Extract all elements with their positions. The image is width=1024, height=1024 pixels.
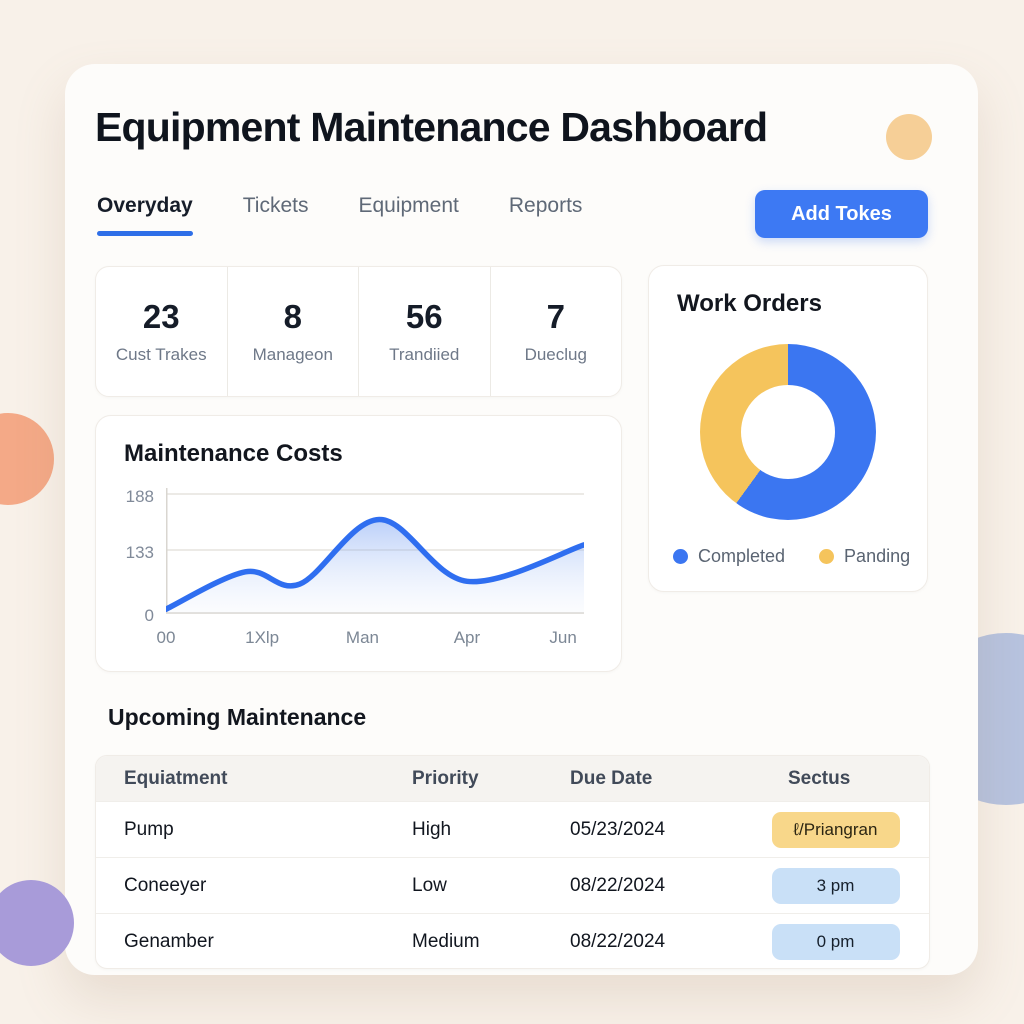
x-axis-tick: 1Xlp [245,628,280,647]
maintenance-costs-card: Maintenance Costs 188 133 0 00 1Xlp Man … [95,415,622,672]
status-badge[interactable]: 3 pm [771,867,900,904]
x-axis: 00 1Xlp Man Apr Jun [157,628,584,650]
work-orders-title: Work Orders [677,290,822,317]
y-axis-tick: 133 [125,543,154,562]
decor-circle-orange [886,114,932,160]
table-row[interactable]: Pump High 05/23/2024 ℓ/Priangran [96,801,929,857]
stat-label: Manageon [252,345,333,364]
equipment-cell: Pump [124,818,174,840]
upcoming-maintenance-table: Equiatment Priority Due Date Sectus Pump… [95,755,930,969]
work-orders-card: Work Orders Completed Panding [648,265,928,592]
equipment-cell: Coneeyer [124,874,207,896]
add-tokes-button[interactable]: Add Tokes [755,190,928,238]
tab-overyday[interactable]: Overyday [97,194,193,236]
decor-circle-purple [0,880,74,966]
priority-cell: Low [412,874,447,896]
cost-area-fill [166,519,584,613]
dashboard-card: Equipment Maintenance Dashboard Overyday… [65,64,978,975]
stats-strip: 23 Cust Trakes 8 Manageon 56 Trandiied 7… [95,266,622,397]
x-axis-tick: 00 [156,628,176,647]
tab-reports[interactable]: Reports [508,194,583,217]
column-header-priority: Priority [412,767,479,789]
tab-equipment[interactable]: Equipment [358,194,459,217]
due-date-cell: 08/22/2024 [570,874,666,896]
tab-tickets[interactable]: Tickets [242,194,309,217]
equipment-cell: Genamber [124,930,214,952]
work-orders-donut [700,344,876,520]
stat-value: 56 [405,298,443,335]
stat-card: 7 Dueclug [489,267,622,396]
legend-item-completed: Completed [673,546,785,567]
priority-cell: Medium [412,930,480,952]
status-cell: 0 pm [756,923,929,960]
x-axis-tick: Apr [453,628,481,647]
stat-value: 7 [546,298,565,335]
stat-label: Cust Trakes [115,345,207,364]
y-axis-tick: 188 [125,487,154,506]
due-date-cell: 08/22/2024 [570,930,666,952]
y-axis-tick: 0 [144,606,154,625]
due-date-cell: 05/23/2024 [570,818,666,840]
legend-dot-panding [819,549,835,564]
x-axis-tick: Jun [549,628,577,647]
status-cell: 3 pm [756,867,929,904]
table-header-row: Equiatment Priority Due Date Sectus [96,756,929,801]
status-badge[interactable]: 0 pm [771,923,900,960]
column-header-due-date: Due Date [570,767,653,789]
decor-circle-peach [0,413,54,505]
legend-item-panding: Panding [819,546,910,567]
table-row[interactable]: Genamber Medium 08/22/2024 0 pm [96,913,929,968]
donut-hole [741,385,835,479]
legend-label: Panding [844,546,911,566]
upcoming-maintenance-title: Upcoming Maintenance [108,704,367,730]
stat-value: 23 [142,298,180,335]
column-header-equipment: Equiatment [124,767,228,789]
priority-cell: High [412,818,452,840]
stat-label: Dueclug [524,345,587,364]
page-title: Equipment Maintenance Dashboard [95,104,768,150]
maintenance-costs-plot [166,488,584,614]
stat-card: 23 Cust Trakes [96,267,227,396]
status-badge[interactable]: ℓ/Priangran [771,811,900,848]
cost-line-series [166,516,584,612]
stat-value: 8 [283,298,302,335]
column-header-status: Sectus [788,767,851,789]
tab-bar: Overyday Tickets Equipment Reports [97,194,582,236]
maintenance-costs-title: Maintenance Costs [124,440,343,467]
table-row[interactable]: Coneeyer Low 08/22/2024 3 pm [96,857,929,913]
legend-dot-completed [673,549,688,564]
stat-card: 56 Trandiied [358,267,490,396]
stat-label: Trandiied [389,345,460,364]
stat-card: 8 Manageon [226,267,359,396]
status-cell: ℓ/Priangran [756,811,929,848]
legend-label: Completed [698,546,786,566]
work-orders-legend: Completed Panding [673,546,911,567]
x-axis-tick: Man [345,628,379,647]
